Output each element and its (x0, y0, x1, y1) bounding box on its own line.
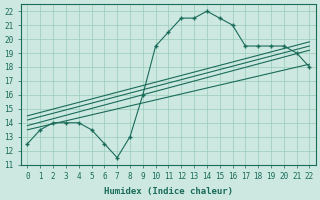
X-axis label: Humidex (Indice chaleur): Humidex (Indice chaleur) (104, 187, 233, 196)
